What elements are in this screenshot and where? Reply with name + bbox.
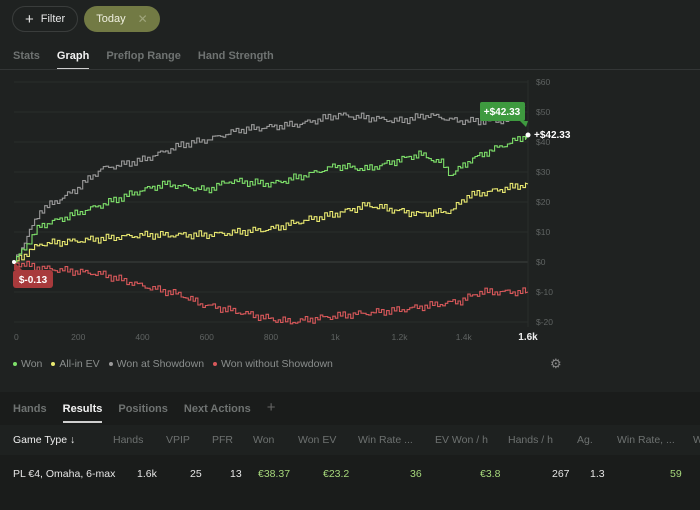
column-header[interactable]: Game Type ↓ — [13, 434, 76, 446]
end-point-marker — [525, 132, 531, 138]
tab-results[interactable]: Results — [62, 403, 103, 423]
table-cell[interactable]: 25 — [190, 468, 202, 480]
legend-all-in-ev[interactable]: All-in EV — [51, 358, 100, 370]
green-dot-icon — [13, 362, 17, 367]
tab-graph[interactable]: Graph — [56, 50, 90, 70]
tab-hand-strength[interactable]: Hand Strength — [197, 50, 274, 62]
results-graph[interactable]: $60 $50 $40 $30 $20 $10 $0 $-10 $-20 0 200 400 600 80… — [0, 75, 700, 350]
x-tick-label: 1.2k — [391, 332, 408, 342]
y-tick-label: $30 — [536, 167, 550, 177]
table-cell[interactable]: €3.8 — [480, 468, 501, 480]
legend-label: Won without Showdown — [221, 358, 333, 370]
tooltip-pointer — [520, 121, 528, 128]
x-tick-label: 200 — [71, 332, 85, 342]
column-header[interactable]: Win Rate, ... — [617, 434, 675, 446]
yellow-dot-icon — [51, 362, 56, 367]
legend-won-at-showdown[interactable]: Won at Showdown — [108, 358, 205, 370]
table-cell[interactable]: 1.6k — [137, 468, 157, 480]
y-tick-label: $60 — [536, 77, 550, 87]
tab-positions[interactable]: Positions — [118, 403, 168, 415]
y-tick-label: $50 — [536, 107, 550, 117]
today-filter-chip[interactable]: Today ✕ — [84, 6, 160, 32]
plus-icon: + — [25, 10, 34, 28]
table-cell[interactable]: 36 — [410, 468, 422, 480]
table-cell[interactable]: 1.3 — [590, 468, 605, 480]
column-header[interactable]: Won — [253, 434, 275, 446]
series-line-all-in-ev — [14, 182, 529, 263]
red-dot-icon — [213, 362, 218, 367]
column-header[interactable]: Win Rate ... — [358, 434, 413, 446]
column-header[interactable]: Won EV — [298, 434, 337, 446]
close-icon[interactable]: ✕ — [137, 12, 148, 26]
bottom-tabs: Hands Results Positions Next Actions + — [13, 399, 275, 423]
x-tick-label: 1.4k — [456, 332, 473, 342]
x-tick-label: 800 — [264, 332, 278, 342]
start-value-tooltip-text: $-0.13 — [19, 275, 48, 286]
tab-stats[interactable]: Stats — [13, 50, 40, 62]
column-header[interactable]: Ag. — [577, 434, 593, 446]
column-header[interactable]: VPIP — [166, 434, 190, 446]
end-value-tooltip — [480, 102, 525, 122]
today-label: Today — [96, 13, 126, 25]
x-tick-label: 1.6k — [518, 332, 538, 343]
x-tick-label: 600 — [200, 332, 214, 342]
table-cell[interactable]: 267 — [552, 468, 570, 480]
column-header[interactable]: W — [693, 434, 700, 446]
y-tick-label: $0 — [536, 257, 546, 267]
view-tabs: Stats Graph Preflop Range Hand Strength — [13, 50, 274, 70]
end-value-tooltip-text: +$42.33 — [484, 107, 521, 118]
column-header[interactable]: Hands — [113, 434, 144, 446]
table-cell[interactable]: €23.2 — [323, 468, 350, 480]
series-line-won-without-showdown — [14, 260, 529, 325]
y-tick-label: $-20 — [536, 317, 553, 327]
tooltip-pointer — [14, 262, 22, 270]
column-header[interactable]: Hands / h — [508, 434, 553, 446]
filter-bar: + Filter Today ✕ — [12, 6, 160, 32]
start-point-marker — [12, 260, 16, 264]
y-tick-label: $40 — [536, 137, 550, 147]
table-cell[interactable]: PL €4, Omaha, 6-max — [13, 468, 116, 480]
gray-dot-icon — [108, 362, 113, 367]
filter-label: Filter — [40, 13, 66, 25]
tab-next-actions[interactable]: Next Actions — [183, 403, 251, 415]
column-header[interactable]: PFR — [212, 434, 233, 446]
legend-won[interactable]: Won — [13, 358, 42, 370]
series-line-won-at-showdown — [14, 105, 526, 263]
end-value-label: +$42.33 — [534, 130, 571, 141]
table-cell[interactable]: 13 — [230, 468, 242, 480]
start-value-tooltip — [13, 270, 53, 288]
table-header — [0, 425, 700, 455]
table-cell[interactable]: 59 — [670, 468, 682, 480]
legend-won-without-showdown[interactable]: Won without Showdown — [213, 358, 333, 370]
x-tick-label: 0 — [14, 332, 19, 342]
legend-label: All-in EV — [59, 358, 100, 370]
series-line-won — [14, 134, 529, 263]
divider — [0, 69, 700, 70]
tab-hands[interactable]: Hands — [13, 403, 47, 415]
legend-label: Won at Showdown — [116, 358, 205, 370]
x-tick-label: 1k — [331, 332, 341, 342]
gear-icon[interactable]: ⚙ — [550, 356, 562, 371]
y-tick-label: $20 — [536, 197, 550, 207]
table-cell[interactable]: €38.37 — [258, 468, 291, 480]
chart-legend: Won All-in EV Won at Showdown Won withou… — [13, 358, 333, 370]
y-tick-label: $10 — [536, 227, 550, 237]
filter-button[interactable]: + Filter — [12, 6, 79, 32]
column-header[interactable]: EV Won / h — [435, 434, 488, 446]
y-tick-label: $-10 — [536, 287, 553, 297]
x-tick-label: 400 — [135, 332, 149, 342]
add-tab-icon[interactable]: + — [266, 399, 276, 416]
tab-preflop-range[interactable]: Preflop Range — [106, 50, 181, 62]
legend-label: Won — [21, 358, 43, 370]
